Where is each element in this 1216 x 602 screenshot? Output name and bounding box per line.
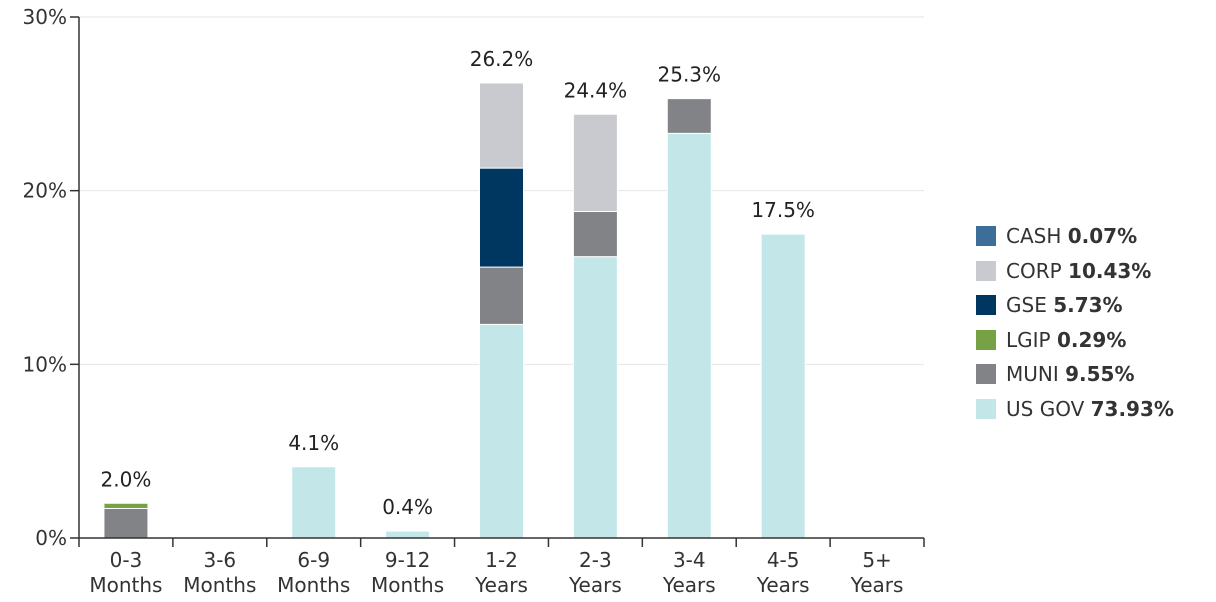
- legend-label: LGIP 0.29%: [1006, 328, 1126, 352]
- bar-segment-us-gov: [666, 132, 712, 539]
- legend-item-cash[interactable]: CASH 0.07%: [976, 224, 1174, 259]
- legend-item-us-gov[interactable]: US GOV 73.93%: [976, 397, 1174, 432]
- legend-series-percent: 5.73%: [1053, 293, 1123, 318]
- bar-segment-gse: [479, 167, 524, 268]
- x-tick-label: 4-5 Years: [756, 548, 810, 597]
- legend-series-percent: 10.43%: [1068, 258, 1152, 283]
- legend-series-percent: 9.55%: [1065, 362, 1135, 387]
- bar-segment-lgip: [103, 502, 149, 509]
- legend-label: US GOV 73.93%: [1006, 397, 1174, 421]
- bar-segment-us-gov: [479, 323, 524, 539]
- bar-segment-us-gov: [572, 256, 618, 539]
- x-tick-label: 2-3 Years: [568, 548, 622, 597]
- bar-total-label: 4.1%: [288, 431, 339, 455]
- legend-series-name: MUNI: [1006, 362, 1066, 387]
- legend-item-muni[interactable]: MUNI 9.55%: [976, 362, 1174, 397]
- legend-series-name: GSE: [1006, 293, 1054, 318]
- legend-series-name: US GOV: [1006, 396, 1091, 421]
- bar-total-label: 26.2%: [470, 47, 534, 71]
- bar-total-label: 2.0%: [101, 467, 152, 491]
- x-tick-label: 0-3 Months: [89, 548, 162, 597]
- bar-segment-corp: [572, 113, 618, 213]
- legend-swatch: [976, 260, 996, 281]
- legend-swatch: [976, 295, 996, 316]
- bar-segment-us-gov: [291, 466, 337, 539]
- bar-total-label: 0.4%: [382, 495, 433, 519]
- legend-series-percent: 73.93%: [1090, 396, 1174, 421]
- bar-segment-muni: [103, 507, 149, 539]
- legend-series-percent: 0.29%: [1056, 327, 1127, 352]
- legend-label: CORP 10.43%: [1006, 259, 1151, 283]
- legend-item-corp[interactable]: CORP 10.43%: [976, 259, 1174, 294]
- legend-item-gse[interactable]: GSE 5.73%: [976, 293, 1174, 328]
- y-tick-label: 10%: [23, 352, 67, 376]
- bar-segment-us-gov: [385, 530, 431, 539]
- legend-swatch: [976, 364, 996, 385]
- bar-segment-us-gov: [760, 233, 806, 539]
- legend-series-name: CASH: [1006, 224, 1068, 248]
- legend-series-name: CORP: [1006, 258, 1069, 283]
- bar-total-label: 24.4%: [564, 78, 628, 102]
- legend-label: GSE 5.73%: [1006, 293, 1123, 317]
- legend-series-name: LGIP: [1006, 327, 1057, 352]
- legend-swatch: [976, 329, 996, 350]
- x-axis: 0-3 Months 3-6 Months 6-9 Months 9-12 Months 1-2…: [78, 537, 925, 597]
- bar-segment-muni: [572, 211, 618, 258]
- bar-total-label: 17.5%: [751, 198, 815, 222]
- legend: CASH 0.07% CORP 10.43% GSE 5.73% LGIP 0.29%…: [976, 224, 1174, 432]
- y-axis: 0% 10% 20% 30%: [23, 5, 80, 550]
- x-tick-label: 3-6 Months: [183, 548, 256, 597]
- bar-segment-muni: [666, 98, 712, 134]
- x-tick-label: 9-12 Months: [371, 548, 444, 597]
- legend-label: MUNI 9.55%: [1006, 362, 1135, 386]
- y-tick-label: 30%: [23, 5, 67, 29]
- legend-series-percent: 0.07%: [1067, 224, 1138, 248]
- x-tick-label: 5+ Years: [850, 548, 904, 597]
- bars: [103, 82, 806, 539]
- x-tick-label: 1-2 Years: [474, 548, 528, 597]
- legend-swatch: [976, 398, 996, 419]
- y-tick-label: 20%: [23, 179, 67, 203]
- bar-segment-corp: [479, 82, 524, 169]
- legend-swatch: [976, 226, 996, 246]
- x-tick-label: 6-9 Months: [277, 548, 350, 597]
- bar-total-label: 25.3%: [658, 63, 722, 87]
- legend-label: CASH 0.07%: [1006, 224, 1137, 248]
- bar-segment-muni: [479, 266, 524, 325]
- bar-total-labels: 2.0% 4.1% 0.4% 26.2% 24.4% 25.3% 17.5%: [101, 47, 815, 519]
- legend-item-lgip[interactable]: LGIP 0.29%: [976, 328, 1174, 363]
- x-tick-label: 3-4 Years: [662, 548, 716, 597]
- y-tick-label: 0%: [35, 526, 67, 550]
